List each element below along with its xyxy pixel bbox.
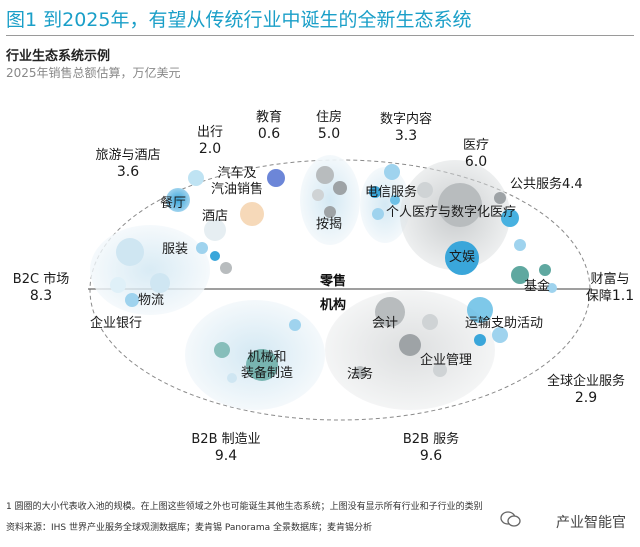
region-housing <box>300 155 360 245</box>
footnote: 1 圆圈的大小代表收入池的规模。在上图这些领域之外也可能诞生其他生态系统；上图没… <box>6 502 483 512</box>
page-title: 图1 到2025年，有望从传统行业中诞生的全新生态系统 <box>6 9 472 31</box>
source-note: 资料来源：IHS 世界产业服务全球观测数据库；麦肯锡 Panorama 全景数据… <box>6 523 372 533</box>
bubble-apparel-2 <box>210 251 220 261</box>
bubble-mfg-2 <box>214 342 230 358</box>
sector-health-label: 医疗 6.0 <box>462 138 489 170</box>
bubble-svc-2 <box>399 334 421 356</box>
bubble-content-1 <box>384 164 400 180</box>
sector-global-services-label: 全球企业服务 2.9 <box>546 374 625 406</box>
label-car-sales: 汽车及 汽油销售 <box>210 166 263 197</box>
sector-b2b-manufacturing-label: B2B 制造业 9.4 <box>191 432 261 464</box>
bubble-wealth-1 <box>511 266 529 284</box>
bubble-apparel-3 <box>220 262 232 274</box>
label-hotel: 酒店 <box>202 209 229 224</box>
bubble-mobility <box>204 219 226 241</box>
sector-public-label: 公共服务4.4 <box>510 177 583 192</box>
bubble-housing-1 <box>316 166 334 184</box>
label-transport-support: 运输支助活动 <box>465 316 544 331</box>
bubble-apparel-1 <box>196 242 208 254</box>
bubble-mfg-big <box>246 349 278 381</box>
title-divider <box>6 35 634 36</box>
bubble-transport-1 <box>467 297 493 323</box>
label-entertainment: 文娱 <box>449 250 476 265</box>
watermark-text: 产业智能官 <box>556 515 626 531</box>
sector-housing-label: 住房 5.0 <box>315 110 342 142</box>
bubble-transport-3 <box>474 334 486 346</box>
bubble-wealth-2 <box>539 264 551 276</box>
label-logistics: 物流 <box>138 293 165 308</box>
bubble-content-2 <box>369 186 381 198</box>
label-business-mgmt: 企业管理 <box>420 353 473 368</box>
label-legal: 法务 <box>347 367 374 382</box>
bubble-legal <box>354 366 366 378</box>
label-apparel: 服装 <box>162 242 189 257</box>
bubble-travel-2 <box>188 170 204 186</box>
center-label-institution: 机构 <box>320 298 347 313</box>
label-funds: 基金 <box>524 279 551 294</box>
bubble-edu <box>267 169 285 187</box>
label-machinery: 机械和 装备制造 <box>240 350 293 381</box>
bubble-health-3 <box>494 192 506 204</box>
unit-note: 2025年销售总额估算，万亿美元 <box>6 66 181 80</box>
sector-mobility-label: 出行 2.0 <box>196 125 223 157</box>
bubble-housing-2 <box>333 181 347 195</box>
bubble-svc-4 <box>433 363 447 377</box>
bubble-b2c-3 <box>110 277 126 293</box>
label-corporate-banking: 企业银行 <box>90 316 143 331</box>
bubble-entertainment <box>445 241 479 275</box>
bubble-logistics <box>125 293 139 307</box>
bubble-housing-4 <box>324 206 336 218</box>
bubble-svc-3 <box>422 314 438 330</box>
sector-b2b-services-label: B2B 服务 9.6 <box>402 432 460 464</box>
sector-education-label: 教育 0.6 <box>255 110 282 142</box>
diagram-subtitle: 行业生态系统示例 <box>6 49 111 64</box>
bubble-mfg-4 <box>227 373 237 383</box>
bubble-public-2 <box>514 239 526 251</box>
label-telecom: 电信服务 <box>365 185 418 200</box>
label-restaurant: 餐厅 <box>160 196 187 211</box>
bubble-car <box>240 202 264 226</box>
bubble-health-2 <box>417 182 433 198</box>
label-mortgage: 按揭 <box>316 217 343 232</box>
sector-travel-label: 旅游与酒店 3.6 <box>95 148 161 180</box>
label-personal-health: 个人医疗与数字化医疗 <box>386 205 517 220</box>
bubble-housing-3 <box>312 189 324 201</box>
bubble-transport-2 <box>492 327 508 343</box>
label-accounting: 会计 <box>372 316 399 331</box>
wechat-icon <box>500 511 521 527</box>
sector-wealth-label: 财富与 保障1.1 <box>585 272 635 304</box>
bubble-public <box>501 209 519 227</box>
bubble-accounting <box>375 297 405 327</box>
bubble-content-4 <box>372 208 384 220</box>
region-content <box>360 167 410 243</box>
bubble-b2c-2 <box>150 273 170 293</box>
bubble-wealth-3 <box>547 283 557 293</box>
sector-b2c-label: B2C 市场 8.3 <box>12 272 70 304</box>
bubble-travel <box>166 188 190 212</box>
sector-content-label: 数字内容 3.3 <box>379 112 432 144</box>
center-label-retail: 零售 <box>320 274 347 289</box>
bubble-content-3 <box>390 195 400 205</box>
bubble-health-big <box>438 183 482 227</box>
bubble-mfg-3 <box>289 319 301 331</box>
bubble-b2c-1 <box>116 238 144 266</box>
